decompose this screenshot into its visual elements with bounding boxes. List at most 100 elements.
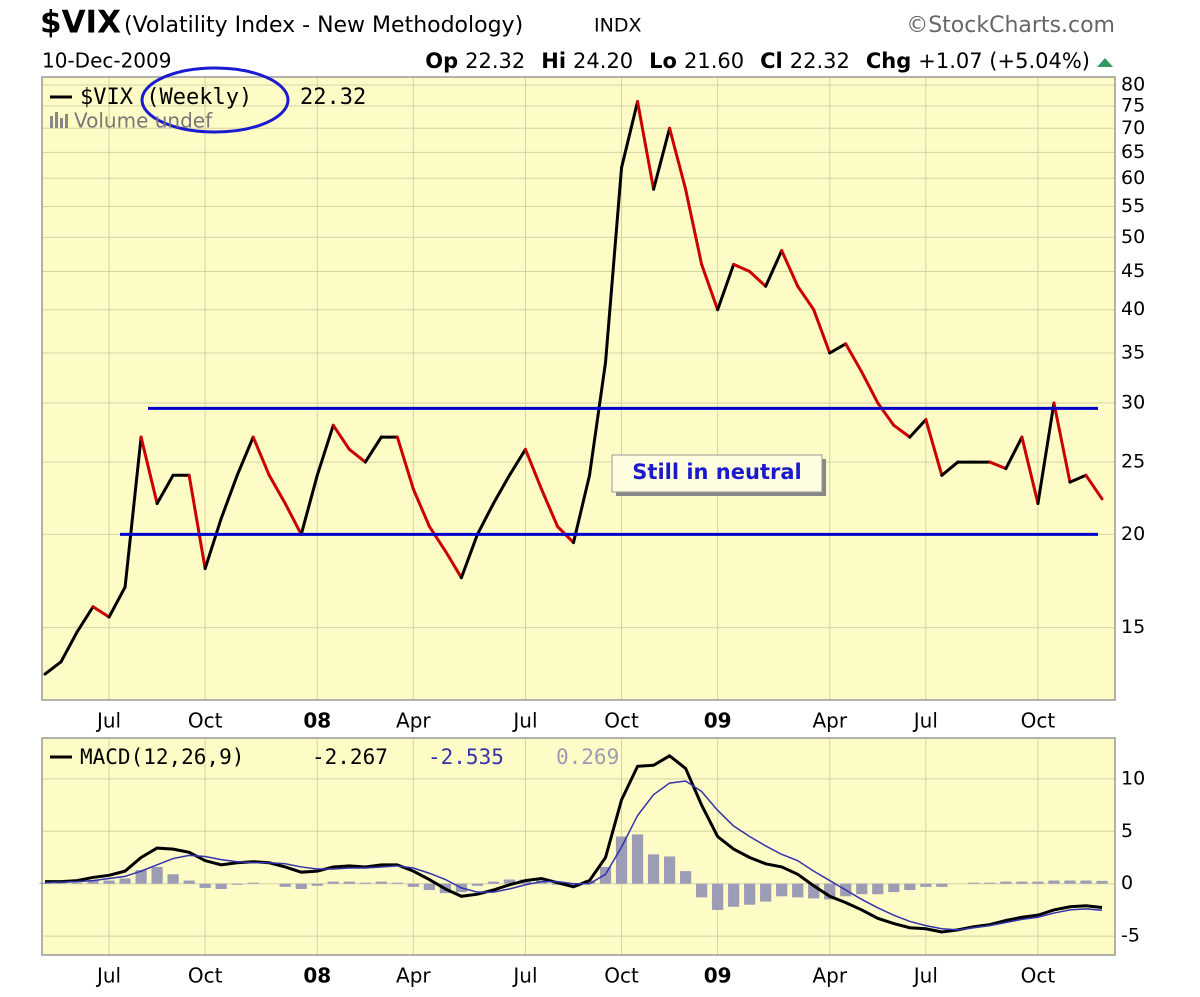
price-segment xyxy=(267,473,287,506)
histogram-bar xyxy=(215,883,227,889)
x-tick-label: Jul xyxy=(95,964,121,988)
quote-value: 24.20 xyxy=(573,49,633,73)
volume-icon xyxy=(65,114,68,128)
x-tick-label: Apr xyxy=(396,964,431,988)
price-segment xyxy=(588,360,608,477)
annotation-box xyxy=(611,454,823,493)
y-tick-label: 55 xyxy=(1121,195,1145,217)
histogram-bar xyxy=(1080,880,1092,884)
histogram-bar xyxy=(551,883,564,885)
price-segment xyxy=(620,100,640,170)
legend-name: $VIX (Weekly) xyxy=(80,85,252,110)
histogram-bar xyxy=(343,881,355,884)
histogram-bar xyxy=(71,882,83,884)
x-tick-label: Apr xyxy=(812,709,847,733)
histogram-bar xyxy=(888,883,900,893)
histogram-bar xyxy=(599,866,612,884)
quote-value: 21.60 xyxy=(684,49,744,73)
histogram-bar xyxy=(135,870,147,884)
histogram-bar xyxy=(359,882,371,884)
histogram-bar xyxy=(680,871,692,884)
y-tick-label: 25 xyxy=(1121,451,1145,473)
histogram-bar xyxy=(39,882,51,884)
price-segment xyxy=(299,473,319,536)
legend-value: 22.32 xyxy=(300,85,366,110)
y-tick-label: 50 xyxy=(1121,226,1145,248)
price-segment xyxy=(732,262,752,274)
y-tick-label: 0 xyxy=(1121,872,1133,894)
legend-name: MACD(12,26,9) xyxy=(80,745,244,769)
histogram-bar xyxy=(279,883,291,887)
price-segment xyxy=(475,502,495,536)
price-segment xyxy=(443,549,463,580)
histogram-bar xyxy=(776,883,788,897)
x-tick-label: Oct xyxy=(604,709,639,733)
histogram-bar xyxy=(183,880,195,884)
histogram-bar xyxy=(1064,880,1076,884)
histogram-bar xyxy=(199,883,211,888)
price-segment xyxy=(668,126,688,191)
price-segment xyxy=(652,126,672,191)
price-segment xyxy=(876,401,896,427)
price-segment xyxy=(75,605,95,634)
histogram-bar xyxy=(1096,880,1108,884)
price-segment xyxy=(812,308,832,355)
histogram-bar xyxy=(936,883,948,887)
price-segment xyxy=(187,473,207,571)
price-segment xyxy=(684,187,704,266)
price-segment xyxy=(892,423,912,439)
histogram-bar xyxy=(423,883,435,891)
volume-icon xyxy=(50,116,53,128)
price-segment xyxy=(491,473,511,506)
histogram-bar xyxy=(920,883,932,887)
y-tick-label: 35 xyxy=(1121,341,1145,363)
price-segment xyxy=(700,262,720,312)
histogram-bar xyxy=(615,836,628,884)
histogram-bar xyxy=(696,883,708,898)
price-segment xyxy=(427,524,447,553)
price-segment xyxy=(572,473,592,545)
x-tick-label: Apr xyxy=(396,709,431,733)
highlight-ellipse xyxy=(140,66,290,134)
histogram-bar xyxy=(295,883,307,889)
y-tick-label: 30 xyxy=(1121,391,1145,413)
price-segment xyxy=(507,447,527,477)
symbol: $VIX xyxy=(40,5,121,41)
x-tick-label: 08 xyxy=(303,709,331,733)
price-segment xyxy=(828,342,848,355)
histogram-bar xyxy=(792,883,804,898)
y-tick-label: 45 xyxy=(1121,260,1145,282)
legend-value: -2.535 xyxy=(428,745,504,769)
price-segment xyxy=(91,605,111,619)
histogram-bar xyxy=(407,883,419,887)
histogram-bar xyxy=(119,878,131,884)
x-tick-label: Oct xyxy=(1021,964,1056,988)
histogram-bar xyxy=(503,879,516,884)
price-segment xyxy=(523,447,543,491)
x-tick-label: Jul xyxy=(912,709,938,733)
signal-line xyxy=(44,780,1103,931)
panel-background xyxy=(42,738,1115,955)
x-tick-label: Jul xyxy=(511,709,537,733)
panel-border xyxy=(41,737,1116,956)
price-segment xyxy=(636,100,656,191)
panel-border xyxy=(41,76,1116,701)
histogram-bar xyxy=(1032,881,1044,884)
histogram-bar xyxy=(231,883,243,885)
macd-line xyxy=(45,754,1103,934)
y-tick-label: 80 xyxy=(1121,74,1145,96)
histogram-bar xyxy=(984,882,996,884)
price-segment xyxy=(331,423,351,451)
volume-label: Volume undef xyxy=(74,109,213,133)
histogram-bar xyxy=(872,883,884,895)
price-segment xyxy=(139,435,159,506)
x-tick-label: Apr xyxy=(812,964,847,988)
histogram-bar xyxy=(824,883,836,900)
histogram-bar xyxy=(167,874,179,884)
price-segment xyxy=(940,460,960,477)
quote-label: Lo xyxy=(649,49,677,73)
source: ©StockCharts.com xyxy=(906,13,1115,38)
price-segment xyxy=(539,487,559,528)
price-segment xyxy=(604,166,624,364)
